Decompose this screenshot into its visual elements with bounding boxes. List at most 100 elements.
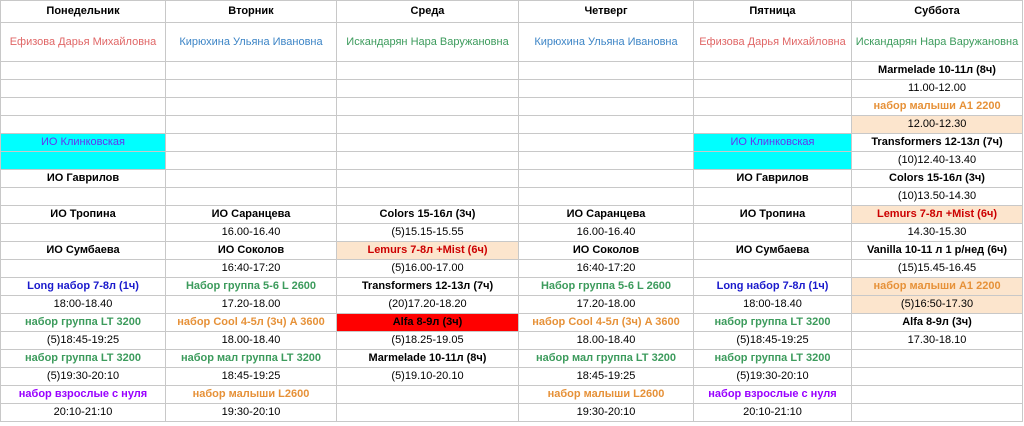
row: набор малыши А1 2200 (0, 97, 1023, 116)
cell (0, 151, 166, 170)
cell: набор группа LT 3200 (693, 349, 852, 368)
cell (0, 259, 166, 278)
cell: ИО Сумбаева (0, 241, 166, 260)
cell: (5)18:45-19:25 (693, 331, 852, 350)
cell (693, 259, 852, 278)
cell: набор группа LT 3200 (693, 313, 852, 332)
cell: (10)13.50-14.30 (851, 187, 1023, 206)
row: ИО Гаврилов ИО Гаврилов Colors 15-16л (3ч) (0, 169, 1023, 188)
cell (0, 79, 166, 98)
cell: (5)19:30-20:10 (693, 367, 852, 386)
cell: (5)18.25-19.05 (336, 331, 519, 350)
row: (5)19:30-20:10 18:45-19:25 (5)19.10-20.10 1… (0, 367, 1023, 386)
cell (336, 403, 519, 422)
cell: Ефизова Дарья Михайловна (693, 22, 852, 62)
row: набор взрослые с нуля набор малыши L2600 н… (0, 385, 1023, 404)
cell (165, 79, 337, 98)
cell: (10)12.40-13.40 (851, 151, 1023, 170)
cell: Long набор 7-8л (1ч) (693, 277, 852, 296)
cell (165, 61, 337, 80)
cell: ИО Гаврилов (0, 169, 166, 188)
cell: 18.00-18.40 (518, 331, 694, 350)
header-cell: Суббота (851, 0, 1023, 23)
cell: Кирюхина Ульяна Ивановна (165, 22, 337, 62)
cell: 17.20-18.00 (165, 295, 337, 314)
cell: 17.30-18.10 (851, 331, 1023, 350)
cell: Marmelade 10-11л (8ч) (336, 349, 519, 368)
cell (336, 79, 519, 98)
cell: (5)15.15-15.55 (336, 223, 519, 242)
cell: 18:45-19:25 (518, 367, 694, 386)
cell: набор малыши L2600 (518, 385, 694, 404)
cell: набор группа LT 3200 (0, 313, 166, 332)
cell (851, 367, 1023, 386)
cell: ИО Соколов (518, 241, 694, 260)
row: Long набор 7-8л (1ч) Набор группа 5-6 L 2… (0, 277, 1023, 296)
cell (165, 115, 337, 134)
cell: ИО Клинковская (693, 133, 852, 152)
cell: Vanilla 10-11 л 1 р/нед (6ч) (851, 241, 1023, 260)
cell (165, 169, 337, 188)
cell: 14.30-15.30 (851, 223, 1023, 242)
cell: ИО Тропина (693, 205, 852, 224)
cell (336, 385, 519, 404)
cell: Marmelade 10-11л (8ч) (851, 61, 1023, 80)
cell: 19:30-20:10 (165, 403, 337, 422)
cell: 20:10-21:10 (0, 403, 166, 422)
row: ИО Клинковская ИО Клинковская Transformers… (0, 133, 1023, 152)
cell (851, 385, 1023, 404)
cell (851, 403, 1023, 422)
row: 16.00-16.40 (5)15.15-15.55 16.00-16.40 14.3… (0, 223, 1023, 242)
cell (336, 187, 519, 206)
cell: Transformers 12-13л (7ч) (336, 277, 519, 296)
cell (693, 79, 852, 98)
cell (0, 61, 166, 80)
cell: набор мал группа LT 3200 (518, 349, 694, 368)
cell (165, 151, 337, 170)
cell: ИО Соколов (165, 241, 337, 260)
cell: Lemurs 7-8л +Mist (6ч) (336, 241, 519, 260)
header-row: Понедельник Вторник Среда Четверг Пятница Суб… (0, 0, 1023, 23)
header-cell: Среда (336, 0, 519, 23)
cell: (5)16:50-17.30 (851, 295, 1023, 314)
cell (165, 133, 337, 152)
row: Ефизова Дарья Михайловна Кирюхина Ульяна … (0, 22, 1023, 62)
cell: Alfa 8-9л (3ч) (851, 313, 1023, 332)
cell: 11.00-12.00 (851, 79, 1023, 98)
cell: Кирюхина Ульяна Ивановна (518, 22, 694, 62)
row: ИО Тропина ИО Саранцева Colors 15-16л (3ч)… (0, 205, 1023, 224)
cell (336, 97, 519, 116)
cell: набор малыши А1 2200 (851, 97, 1023, 116)
cell (693, 187, 852, 206)
cell: набор взрослые с нуля (0, 385, 166, 404)
cell (0, 223, 166, 242)
cell: Alfa 8-9л (3ч) (336, 313, 519, 332)
row: Marmelade 10-11л (8ч) (0, 61, 1023, 80)
cell (693, 223, 852, 242)
cell (693, 115, 852, 134)
cell: 20:10-21:10 (693, 403, 852, 422)
cell: набор мал группа LT 3200 (165, 349, 337, 368)
row: (5)18:45-19:25 18.00-18.40 (5)18.25-19.05 1… (0, 331, 1023, 350)
cell: Colors 15-16л (3ч) (336, 205, 519, 224)
cell: 18:00-18.40 (693, 295, 852, 314)
cell (336, 169, 519, 188)
cell: Набор группа 5-6 L 2600 (165, 277, 337, 296)
cell (518, 169, 694, 188)
cell (693, 61, 852, 80)
cell: набор взрослые с нуля (693, 385, 852, 404)
cell (518, 151, 694, 170)
row: 12.00-12.30 (0, 115, 1023, 134)
cell (518, 97, 694, 116)
cell: (20)17.20-18.20 (336, 295, 519, 314)
cell (165, 97, 337, 116)
cell (336, 133, 519, 152)
cell: (5)19.10-20.10 (336, 367, 519, 386)
cell: (5)16.00-17.00 (336, 259, 519, 278)
cell (693, 151, 852, 170)
row: набор группа LT 3200 набор мал группа LT … (0, 349, 1023, 368)
cell (518, 79, 694, 98)
row: (10)13.50-14.30 (0, 187, 1023, 206)
